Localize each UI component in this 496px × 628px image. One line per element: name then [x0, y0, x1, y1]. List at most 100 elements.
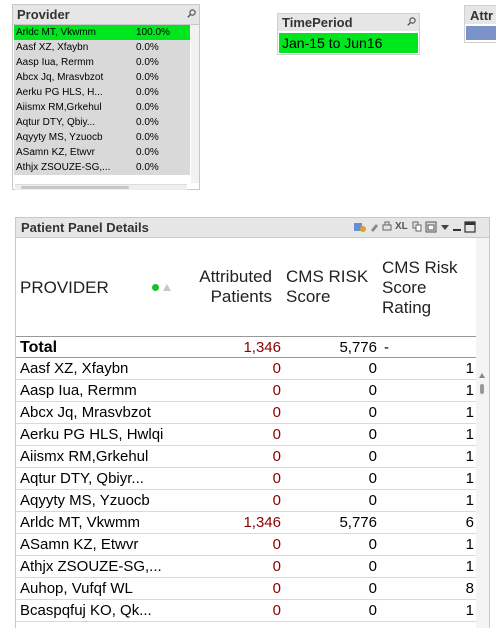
table-row[interactable]: Bcaspqfuj KO, Qk... 0 0 1: [16, 600, 476, 622]
table-row[interactable]: Aasf XZ, Xfaybn 0 0 1: [16, 358, 476, 380]
provider-list-item-percent: 0.0%: [136, 162, 159, 173]
cell-provider: Aqyyty MS, Yzuocb: [20, 492, 150, 509]
cell-attributed-patients: 0: [272, 602, 281, 619]
table-row[interactable]: Aiismx RM,Grkehul 0 0 1: [16, 446, 476, 468]
search-icon[interactable]: [187, 9, 196, 18]
table-column-headers: PROVIDER Attributed Patients CMS RISK Sc…: [16, 238, 476, 336]
scrollbar-thumb[interactable]: [480, 384, 484, 394]
patient-panel-table: Patient Panel Details XL: [15, 217, 490, 628]
table-row[interactable]: ASamn KZ, Etwvr 0 0 1: [16, 534, 476, 556]
cell-attributed-patients: 0: [272, 558, 281, 575]
cell-rating: 1: [465, 426, 474, 443]
menu-dropdown-icon[interactable]: [440, 221, 450, 233]
cell-cms-risk-score: 0: [368, 360, 377, 377]
cell-cms-risk-score: 0: [368, 536, 377, 553]
provider-list-item[interactable]: Athjx ZSOUZE-SG,... 0.0%: [14, 160, 190, 175]
sort-direction-icon[interactable]: [163, 284, 171, 291]
timeperiod-title: TimePeriod: [282, 15, 353, 30]
column-header-attributed-patients[interactable]: Attributed Patients: [186, 267, 272, 307]
table-toolbar: XL: [353, 221, 485, 233]
cell-cms-risk-score: 0: [368, 426, 377, 443]
provider-list-item[interactable]: Aqyyty MS, Yzuocb 0.0%: [14, 130, 190, 145]
cell-attributed-patients: 0: [272, 382, 281, 399]
table-row[interactable]: Auhop, Vufqf WL 0 0 8: [16, 578, 476, 600]
provider-list-item[interactable]: Abcx Jq, Mrasvbzot 0.0%: [14, 70, 190, 85]
cell-attributed-patients: 0: [272, 492, 281, 509]
total-row: Total 1,346 5,776 -: [16, 336, 476, 358]
provider-list-item-percent: 0.0%: [136, 42, 159, 53]
header-line: Rating: [382, 298, 432, 317]
cell-attributed-patients: 0: [272, 470, 281, 487]
search-icon[interactable]: [407, 17, 416, 26]
attr-selected-value[interactable]: [466, 26, 496, 40]
cell-attributed-patients: 0: [272, 536, 281, 553]
provider-list-item[interactable]: Aqtur DTY, Qbiy... 0.0%: [14, 115, 190, 130]
provider-list-item[interactable]: Aasp Iua, Rermm 0.0%: [14, 55, 190, 70]
cell-provider: Arldc MT, Vkwmm: [20, 514, 140, 531]
export-icon[interactable]: [353, 221, 366, 233]
table-row[interactable]: Athjx ZSOUZE-SG,... 0 0 1: [16, 556, 476, 578]
cell-provider: Abcx Jq, Mrasvbzot: [20, 404, 151, 421]
cell-provider: ASamn KZ, Etwvr: [20, 536, 139, 553]
provider-list-item[interactable]: Arldc MT, Vkwmm 100.0%: [14, 25, 190, 40]
timeperiod-header: TimePeriod: [278, 14, 419, 31]
timeperiod-listbox[interactable]: TimePeriod Jan-15 to Jun16: [277, 13, 420, 55]
table-row[interactable]: Aasp Iua, Rermm 0 0 1: [16, 380, 476, 402]
attr-listbox[interactable]: Attr: [464, 5, 496, 43]
provider-list-item[interactable]: Aerku PG HLS, H... 0.0%: [14, 85, 190, 100]
table-vertical-scrollbar[interactable]: [476, 238, 489, 628]
cell-provider: Aqtur DTY, Qbiyr...: [20, 470, 144, 487]
provider-list-item-percent: 100.0%: [136, 27, 170, 38]
table-row[interactable]: Aqtur DTY, Qbiyr... 0 0 1: [16, 468, 476, 490]
provider-list-item-percent: 0.0%: [136, 132, 159, 143]
clear-selection-icon[interactable]: [369, 221, 379, 233]
cell-rating: 8: [465, 580, 474, 597]
cell-cms-risk-score: 0: [368, 558, 377, 575]
header-line: CMS Risk: [382, 258, 458, 277]
minimize-icon[interactable]: [452, 221, 462, 233]
timeperiod-selected-value[interactable]: Jan-15 to Jun16: [279, 33, 418, 53]
restore-icon[interactable]: [464, 221, 476, 233]
provider-list-item[interactable]: Aasf XZ, Xfaybn 0.0%: [14, 40, 190, 55]
copy-icon[interactable]: [412, 221, 422, 233]
scroll-up-icon[interactable]: [479, 373, 485, 378]
column-header-cms-risk-score-rating[interactable]: CMS Risk Score Rating: [382, 258, 458, 318]
cell-attributed-patients: 1,346: [243, 514, 281, 531]
cell-rating: 6: [465, 514, 474, 531]
cell-rating: 1: [465, 404, 474, 421]
maximize-icon[interactable]: [425, 221, 437, 233]
table-row[interactable]: Aqyyty MS, Yzuocb 0 0 1: [16, 490, 476, 512]
cell-cms-risk-score: 0: [368, 448, 377, 465]
cell-rating: 1: [465, 558, 474, 575]
cell-rating: 1: [465, 360, 474, 377]
cell-attributed-patients: 0: [272, 580, 281, 597]
cell-rating: 1: [465, 492, 474, 509]
scrollbar-thumb[interactable]: [21, 186, 129, 189]
send-to-excel-button[interactable]: XL: [395, 221, 408, 232]
cell-rating: 1: [465, 536, 474, 553]
provider-listbox[interactable]: Provider Arldc MT, Vkwmm 100.0% Aasf XZ, X…: [12, 4, 200, 190]
provider-list-horizontal-scrollbar[interactable]: [15, 184, 187, 190]
provider-list-item-name: ASamn KZ, Etwvr: [16, 147, 95, 158]
cell-attributed-patients: 0: [272, 448, 281, 465]
provider-listbox-header: Provider: [13, 5, 199, 25]
table-row[interactable]: Aerku PG HLS, Hwlqi 0 0 1: [16, 424, 476, 446]
column-header-provider[interactable]: PROVIDER: [20, 278, 109, 297]
column-header-cms-risk-score[interactable]: CMS RISK Score: [286, 267, 368, 307]
table-row[interactable]: Abcx Jq, Mrasvbzot 0 0 1: [16, 402, 476, 424]
cell-provider: Aerku PG HLS, Hwlqi: [20, 426, 164, 443]
provider-list-item[interactable]: ASamn KZ, Etwvr 0.0%: [14, 145, 190, 160]
header-line: Score: [286, 287, 331, 306]
attr-title: Attr: [470, 8, 494, 23]
cell-provider: Bcaspqfuj KO, Qk...: [20, 602, 152, 619]
sort-indicator-icon[interactable]: [152, 284, 159, 291]
cell-rating: 1: [465, 448, 474, 465]
provider-list-item-name: Aasp Iua, Rermm: [16, 57, 94, 68]
cell-attributed-patients: 0: [272, 404, 281, 421]
provider-list-item-name: Arldc MT, Vkwmm: [16, 27, 96, 38]
cell-attributed-patients: 0: [272, 426, 281, 443]
print-icon[interactable]: [382, 221, 392, 233]
table-row[interactable]: Arldc MT, Vkwmm 1,346 5,776 6: [16, 512, 476, 534]
provider-list-item[interactable]: Aiismx RM,Grkehul 0.0%: [14, 100, 190, 115]
provider-list-item-name: Aerku PG HLS, H...: [16, 87, 103, 98]
